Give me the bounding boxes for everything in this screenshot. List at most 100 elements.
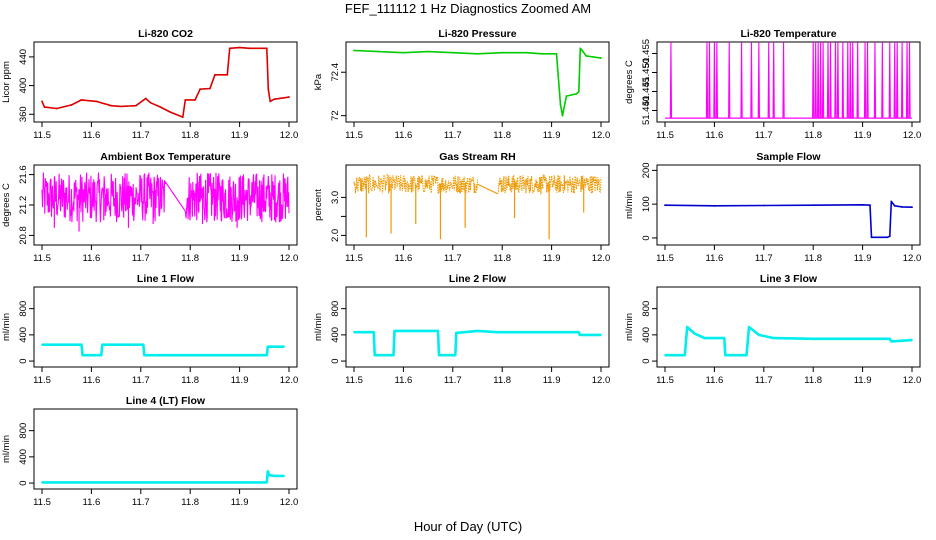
data-point: [353, 331, 355, 334]
x-tick-label: 11.9: [543, 375, 561, 386]
y-tick-label: 800: [330, 301, 341, 317]
panel-ambient-box-temperature: Ambient Box Temperature degrees C 11.5 11.6…: [1, 151, 298, 264]
data-point: [100, 354, 103, 357]
panel-gas-stream-rh: Gas Stream RH percent 11.5 11.6 11.7 11.8 11.9…: [313, 151, 610, 264]
spike: [846, 42, 849, 119]
data-point: [476, 52, 479, 55]
data-point: [189, 481, 192, 484]
data-point: [600, 57, 602, 60]
data-point: [265, 481, 268, 484]
y-axis-label: percent: [313, 189, 324, 221]
panel-li-820-temperature: Li-820 Temperature degrees C 11.5 11.6 11.7 1…: [624, 28, 921, 141]
x-tick-label: 11.7: [132, 497, 150, 508]
data-point: [194, 99, 197, 101]
series: [41, 470, 285, 484]
spike: [713, 42, 716, 119]
x-tick-label: 11.7: [755, 253, 773, 264]
series-line: [41, 172, 167, 223]
data-point: [110, 104, 113, 107]
panels: Li-820 CO2 Licor ppm 11.5 11.6 11.7 11.8 11.9 1…: [1, 28, 921, 508]
spike: [834, 42, 837, 119]
spike: [814, 42, 817, 119]
y-tick-label: 21.6: [18, 165, 29, 184]
gap-connector: [477, 183, 498, 195]
panel-line-3-flow: Line 3 Flow ml/min 11.5 11.6 11.7 11.8 11.9 12.…: [624, 273, 921, 386]
data-point: [248, 47, 251, 50]
data-point: [555, 52, 558, 55]
x-tick-label: 12.0: [280, 375, 299, 386]
data-point: [870, 236, 873, 239]
x-tick-label: 11.5: [33, 497, 51, 508]
panel-sample-flow: Sample Flow ml/min 11.5 11.6 11.7 11.8 11.9 12.…: [624, 151, 921, 264]
y-tick-label: 400: [641, 327, 652, 343]
x-tick-label: 11.5: [656, 375, 674, 386]
data-point: [184, 99, 187, 101]
y-tick-label: 0: [18, 358, 29, 363]
data-point: [372, 331, 375, 334]
plot-frame: [345, 164, 610, 246]
x-tick-label: 12.0: [592, 130, 611, 141]
y-tick-label: 72: [330, 110, 341, 121]
y-tick-label: 100: [641, 196, 652, 212]
panel-title: Line 3 Flow: [760, 273, 818, 285]
plot-frame: [345, 286, 610, 368]
x-tick-label: 11.5: [33, 253, 51, 264]
data-point: [266, 470, 269, 473]
spike: [708, 42, 711, 119]
data-point: [144, 97, 147, 100]
series: [353, 173, 602, 240]
y-tick-label: 72.4: [330, 63, 341, 82]
data-point: [41, 343, 43, 346]
x-tick-label: 11.6: [395, 253, 413, 264]
x-tick-label: 11.9: [543, 130, 561, 141]
spike: [728, 42, 731, 119]
x-tick-label: 11.9: [231, 497, 249, 508]
data-point: [861, 203, 864, 206]
y-axis-label: degrees C: [1, 183, 12, 227]
x-tick-label: 11.6: [706, 375, 724, 386]
spike: [888, 42, 891, 119]
data-point: [41, 100, 43, 103]
y-tick-label: 51.440: [641, 96, 652, 125]
plot-frame: [656, 286, 921, 368]
y-axis-label: ml/min: [624, 313, 635, 341]
data-point: [901, 205, 904, 208]
data-point: [209, 87, 211, 90]
x-tick-label: 11.8: [804, 253, 822, 264]
panel-title: Line 4 (LT) Flow: [126, 395, 206, 407]
x-tick-label: 11.8: [181, 253, 199, 264]
x-tick-label: 12.0: [280, 130, 299, 141]
plot-frame: [656, 41, 921, 123]
series: [41, 172, 290, 232]
spike: [772, 42, 775, 119]
spike: [836, 42, 840, 119]
spike: [750, 42, 753, 119]
data-point: [911, 339, 913, 342]
data-point: [438, 354, 440, 357]
panel-line-4-lt-flow: Line 4 (LT) Flow ml/min 11.5 11.6 11.7 11.8 11…: [1, 395, 298, 508]
data-point: [159, 106, 162, 108]
x-tick-label: 11.7: [132, 130, 150, 141]
data-point: [288, 96, 290, 98]
data-point: [577, 331, 580, 334]
data-point: [890, 200, 893, 203]
x-tick-label: 11.8: [493, 253, 511, 264]
y-tick-label: 0: [641, 235, 652, 240]
y-tick-label: 800: [641, 301, 652, 317]
series-line: [354, 329, 601, 357]
panel-line-2-flow: Line 2 Flow ml/min 11.5 11.6 11.7 11.8 11.9 12.…: [313, 273, 610, 386]
data-point: [455, 331, 458, 334]
spike: [851, 42, 854, 119]
x-tick-label: 11.7: [444, 375, 462, 386]
data-point: [703, 337, 706, 340]
data-point: [686, 326, 689, 328]
y-tick-label: 800: [18, 301, 29, 317]
data-point: [869, 204, 871, 207]
spike: [740, 42, 743, 119]
data-point: [120, 105, 122, 108]
data-point: [812, 204, 815, 207]
spike: [767, 42, 770, 119]
y-tick-label: 0: [641, 358, 652, 363]
data-point: [693, 332, 696, 335]
data-point: [757, 333, 760, 336]
